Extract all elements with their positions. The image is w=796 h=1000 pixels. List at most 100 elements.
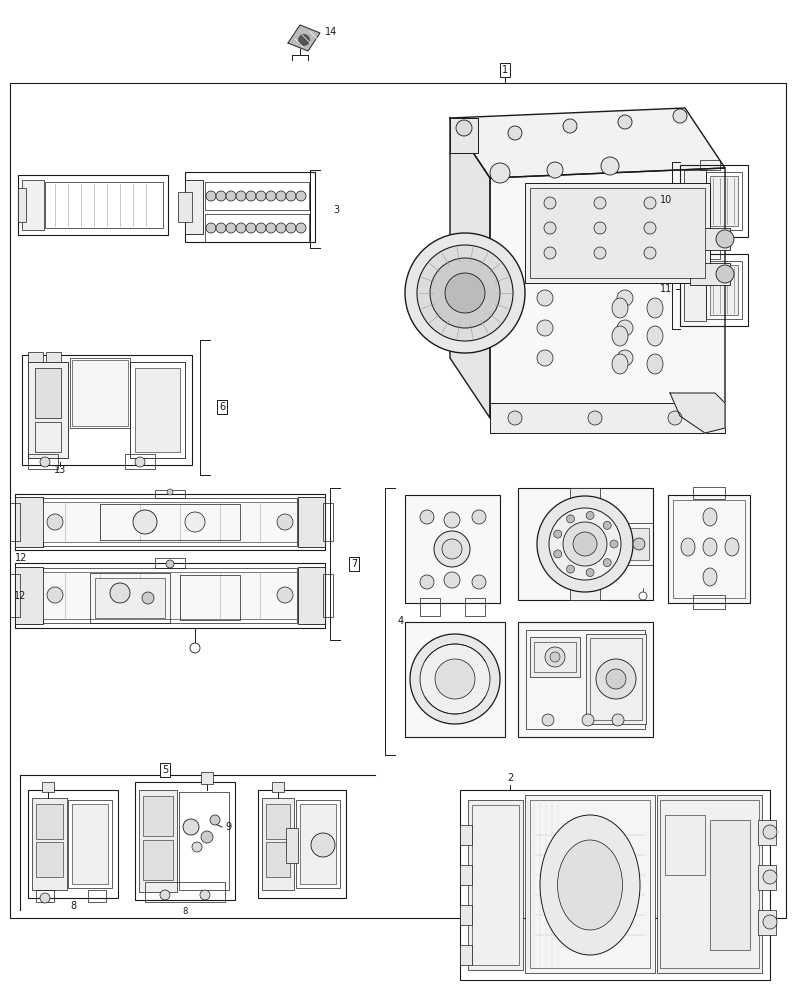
Circle shape — [444, 572, 460, 588]
Circle shape — [763, 825, 777, 839]
Bar — [18, 175, 168, 235]
Bar — [586, 634, 646, 724]
Bar — [28, 362, 68, 458]
Bar — [36, 842, 63, 877]
Ellipse shape — [703, 568, 717, 586]
Circle shape — [544, 247, 556, 259]
Circle shape — [550, 652, 560, 662]
Bar — [143, 840, 173, 880]
Bar — [185, 172, 315, 242]
Circle shape — [763, 870, 777, 884]
Circle shape — [430, 258, 500, 328]
Circle shape — [434, 531, 470, 567]
Bar — [660, 800, 759, 968]
Circle shape — [110, 583, 130, 603]
Circle shape — [200, 890, 210, 900]
Text: 12: 12 — [14, 591, 26, 601]
Circle shape — [472, 575, 486, 589]
Bar — [43, 572, 297, 619]
Bar — [323, 574, 333, 617]
Bar — [68, 800, 112, 888]
Circle shape — [554, 530, 562, 538]
Circle shape — [547, 162, 563, 178]
Bar — [710, 265, 738, 315]
Bar — [460, 945, 472, 965]
Circle shape — [206, 191, 216, 201]
Circle shape — [472, 510, 486, 524]
Circle shape — [286, 191, 296, 201]
Circle shape — [542, 714, 554, 726]
Bar — [665, 815, 705, 875]
Bar — [15, 563, 325, 628]
Circle shape — [537, 290, 553, 306]
Circle shape — [445, 273, 485, 313]
Text: 2: 2 — [507, 773, 513, 783]
Bar — [706, 261, 742, 319]
Polygon shape — [450, 108, 725, 178]
Bar — [693, 595, 725, 609]
Bar — [10, 503, 20, 541]
Bar — [460, 865, 472, 885]
Bar — [15, 497, 43, 547]
Bar — [680, 165, 748, 237]
Circle shape — [210, 815, 220, 825]
Ellipse shape — [703, 538, 717, 556]
Circle shape — [612, 714, 624, 726]
Bar — [22, 355, 192, 465]
Circle shape — [296, 223, 306, 233]
Bar — [518, 622, 653, 737]
Ellipse shape — [540, 815, 640, 955]
Text: 11: 11 — [660, 284, 672, 294]
Circle shape — [226, 223, 236, 233]
Bar — [145, 882, 225, 902]
Bar — [420, 598, 440, 616]
Bar — [130, 362, 185, 458]
Circle shape — [537, 350, 553, 366]
Circle shape — [508, 411, 522, 425]
Bar — [15, 567, 43, 624]
Text: 8: 8 — [70, 901, 76, 911]
Circle shape — [606, 669, 626, 689]
Bar — [266, 842, 290, 877]
Circle shape — [256, 191, 266, 201]
Circle shape — [286, 223, 296, 233]
Bar — [46, 352, 61, 362]
Circle shape — [40, 457, 50, 467]
Circle shape — [256, 223, 266, 233]
Circle shape — [544, 197, 556, 209]
Circle shape — [563, 522, 607, 566]
Circle shape — [442, 539, 462, 559]
Bar — [450, 118, 478, 153]
Bar — [201, 772, 213, 784]
Text: 6: 6 — [219, 402, 225, 412]
Circle shape — [617, 290, 633, 306]
Bar — [266, 804, 290, 839]
Ellipse shape — [681, 538, 695, 556]
Circle shape — [544, 222, 556, 234]
Circle shape — [298, 34, 310, 46]
Bar — [180, 575, 240, 620]
Circle shape — [668, 411, 682, 425]
Bar — [18, 188, 26, 222]
Circle shape — [246, 223, 256, 233]
Circle shape — [545, 647, 565, 667]
Bar — [125, 454, 155, 469]
Circle shape — [456, 120, 472, 136]
Circle shape — [167, 489, 173, 495]
Bar — [630, 528, 649, 560]
Bar — [526, 630, 645, 729]
Circle shape — [537, 320, 553, 336]
Circle shape — [554, 550, 562, 558]
Circle shape — [160, 890, 170, 900]
Text: 10: 10 — [660, 195, 672, 205]
Bar — [43, 568, 297, 623]
Bar — [405, 495, 500, 603]
Ellipse shape — [612, 326, 628, 346]
Circle shape — [206, 223, 216, 233]
Bar — [139, 790, 177, 892]
Ellipse shape — [557, 840, 622, 930]
Bar — [298, 567, 325, 624]
Bar — [143, 796, 173, 836]
Circle shape — [603, 521, 611, 529]
Bar — [10, 574, 20, 617]
